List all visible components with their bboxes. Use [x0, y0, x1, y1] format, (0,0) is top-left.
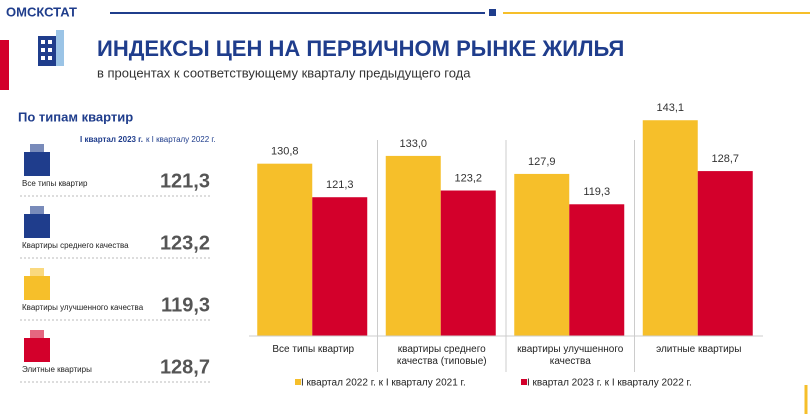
- row-value: 119,3: [161, 294, 210, 316]
- row-icon-roof: [30, 268, 44, 276]
- row-value: 128,7: [160, 356, 210, 378]
- bar: [312, 197, 368, 336]
- side-title: По типам квартир: [18, 109, 133, 124]
- building-icon: [38, 30, 64, 66]
- row-label: Все типы квартир: [22, 179, 88, 188]
- x-tick-label: элитные квартиры: [656, 344, 741, 355]
- legend-label: I квартал 2023 г. к I кварталу 2022 г.: [527, 378, 692, 389]
- bar: [514, 173, 570, 336]
- row-label: Квартиры улучшенного качества: [22, 303, 144, 312]
- row-icon: [24, 276, 50, 300]
- x-tick-label: квартиры среднего качества (типовые): [397, 344, 487, 367]
- accent-bar: [0, 40, 9, 90]
- bar: [440, 190, 496, 336]
- bar: [569, 204, 625, 336]
- value-label: 143,1: [656, 102, 684, 114]
- value-label: 130,8: [271, 146, 299, 158]
- value-label: 128,7: [711, 153, 739, 165]
- brand: ОМСКСТАТ: [6, 4, 77, 19]
- row-icon-roof: [30, 144, 44, 152]
- value-label: 127,9: [528, 156, 556, 168]
- bar: [697, 171, 753, 336]
- side-note: I квартал 2023 г. к I кварталу 2022 г.: [80, 135, 216, 144]
- row-value: 123,2: [160, 232, 210, 254]
- legend-swatch: [521, 379, 527, 385]
- value-label: 119,3: [583, 186, 610, 198]
- row-label: Элитные квартиры: [22, 365, 92, 374]
- value-label: 133,0: [399, 138, 427, 150]
- row-label: Квартиры среднего качества: [22, 241, 129, 250]
- value-label: 121,3: [326, 179, 354, 191]
- x-tick-label: Все типы квартир: [272, 344, 354, 355]
- title: ИНДЕКСЫ ЦЕН НА ПЕРВИЧНОМ РЫНКЕ ЖИЛЬЯ: [97, 36, 624, 61]
- row-icon: [24, 214, 50, 238]
- bar: [257, 163, 313, 336]
- legend-label: I квартал 2022 г. к I кварталу 2021 г.: [301, 378, 466, 389]
- header-square: [489, 9, 496, 16]
- chart: Все типы квартир 130,8 121,3 квартиры средн…: [249, 102, 763, 389]
- row-icon: [24, 152, 50, 176]
- bar: [642, 120, 698, 336]
- x-tick-label: квартиры улучшенного качества: [517, 344, 624, 367]
- bar: [385, 155, 441, 336]
- row-icon-roof: [30, 206, 44, 214]
- row-icon-roof: [30, 330, 44, 338]
- side-rows: Все типы квартир 121,3 Квартиры среднего к…: [20, 144, 212, 383]
- value-label: 123,2: [454, 172, 482, 184]
- subtitle: в процентах к соответствующему кварталу …: [97, 65, 471, 80]
- row-icon: [24, 338, 50, 362]
- legend-swatch: [295, 379, 301, 385]
- row-value: 121,3: [160, 170, 210, 192]
